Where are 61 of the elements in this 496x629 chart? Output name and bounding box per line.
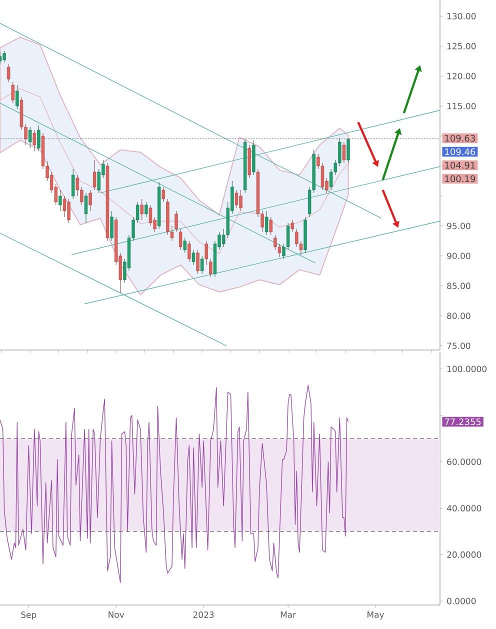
y-tick-label: 20.0000 xyxy=(447,551,482,558)
candlestick xyxy=(183,238,186,254)
candlestick xyxy=(72,168,75,200)
candlestick xyxy=(67,198,70,224)
x-tick-label: May xyxy=(368,612,384,620)
candlestick xyxy=(162,186,165,202)
text: 104.91 xyxy=(445,162,475,169)
y-tick-label: 40.0000 xyxy=(446,504,482,512)
candlestick xyxy=(295,228,298,248)
y-tick-label: 85.00 xyxy=(447,282,470,290)
candlestick xyxy=(7,64,10,82)
candlestick xyxy=(188,240,191,262)
candlestick xyxy=(62,196,66,218)
y-tick-label: 120.00 xyxy=(447,72,476,80)
candlestick xyxy=(234,190,238,208)
x-tick-label: Mar xyxy=(280,612,296,618)
y-tick-label: 125.00 xyxy=(447,42,476,50)
text: 100.19 xyxy=(445,175,476,182)
candlestick xyxy=(144,202,148,218)
text: 109.46 xyxy=(445,148,476,156)
candlestick xyxy=(84,192,88,224)
text: 77.2355 xyxy=(444,418,481,426)
y-tick-label: 90.00 xyxy=(447,252,470,260)
candlestick xyxy=(28,126,32,148)
candlestick xyxy=(16,84,19,110)
y-tick-label: 130.00 xyxy=(447,12,476,20)
candlestick xyxy=(148,204,152,226)
candlestick xyxy=(179,228,182,250)
candlestick xyxy=(196,250,200,274)
candlestick xyxy=(290,220,294,232)
x-tick-label: Nov xyxy=(108,612,124,618)
candlestick xyxy=(174,210,178,232)
candlestick xyxy=(58,190,62,212)
ref-line-label: 109.63 xyxy=(445,134,475,142)
candlestick xyxy=(140,198,144,220)
y-tick-label: 95.00 xyxy=(447,222,470,230)
candlestick xyxy=(93,160,96,190)
candlestick xyxy=(88,190,92,212)
line-series xyxy=(0,384,349,583)
y-tick-label: 0.0000 xyxy=(447,598,476,604)
x-tick-label: 2023 xyxy=(193,612,214,618)
candlestick xyxy=(192,250,196,266)
y-tick-label: 60.0000 xyxy=(447,458,482,466)
candlestick xyxy=(2,50,6,63)
x-tick-label: Sep xyxy=(21,612,36,620)
candlestick xyxy=(110,210,114,242)
candlestick xyxy=(11,82,14,104)
candlestick xyxy=(32,130,36,152)
candlestick xyxy=(346,138,350,164)
candlestick xyxy=(37,125,40,152)
candlestick xyxy=(342,142,346,164)
candlestick xyxy=(204,240,208,266)
y-tick-label: 80.00 xyxy=(447,312,470,320)
y-tick-label: 115.00 xyxy=(447,102,476,110)
candlestick xyxy=(200,256,204,274)
y-tick-label: 100.0000 xyxy=(447,366,487,372)
candlestick xyxy=(265,210,268,236)
y-tick-label: 75.00 xyxy=(447,342,470,350)
candlestick xyxy=(209,258,212,278)
candlestick xyxy=(274,234,277,250)
candlestick xyxy=(269,216,272,236)
